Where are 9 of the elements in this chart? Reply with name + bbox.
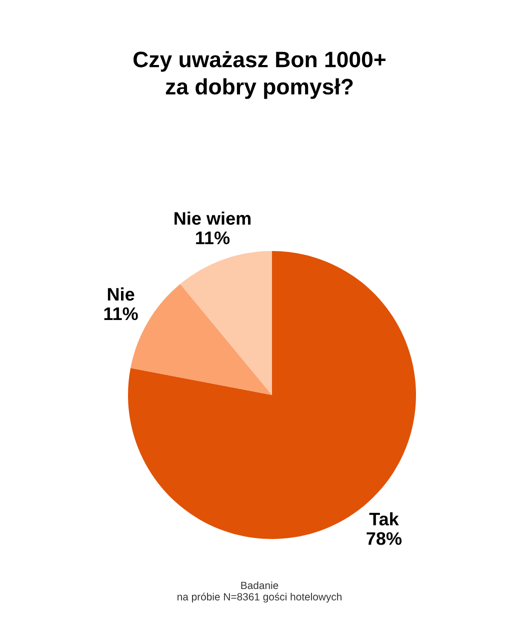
text: Badanie na próbie N=8361 gości hotelowych [178,581,342,603]
data-label: 78% [366,532,402,545]
data-label: 11% [196,232,230,244]
chart-title: Czy uważasz Bon 1000+ za dobry pomysł? [134,51,386,99]
slice-label: Nie wiem [174,212,251,225]
data-label: 11% [104,307,138,320]
pie-slice [180,251,272,395]
slice-label: Tak [369,512,399,526]
slice-label: Nie [108,287,134,301]
